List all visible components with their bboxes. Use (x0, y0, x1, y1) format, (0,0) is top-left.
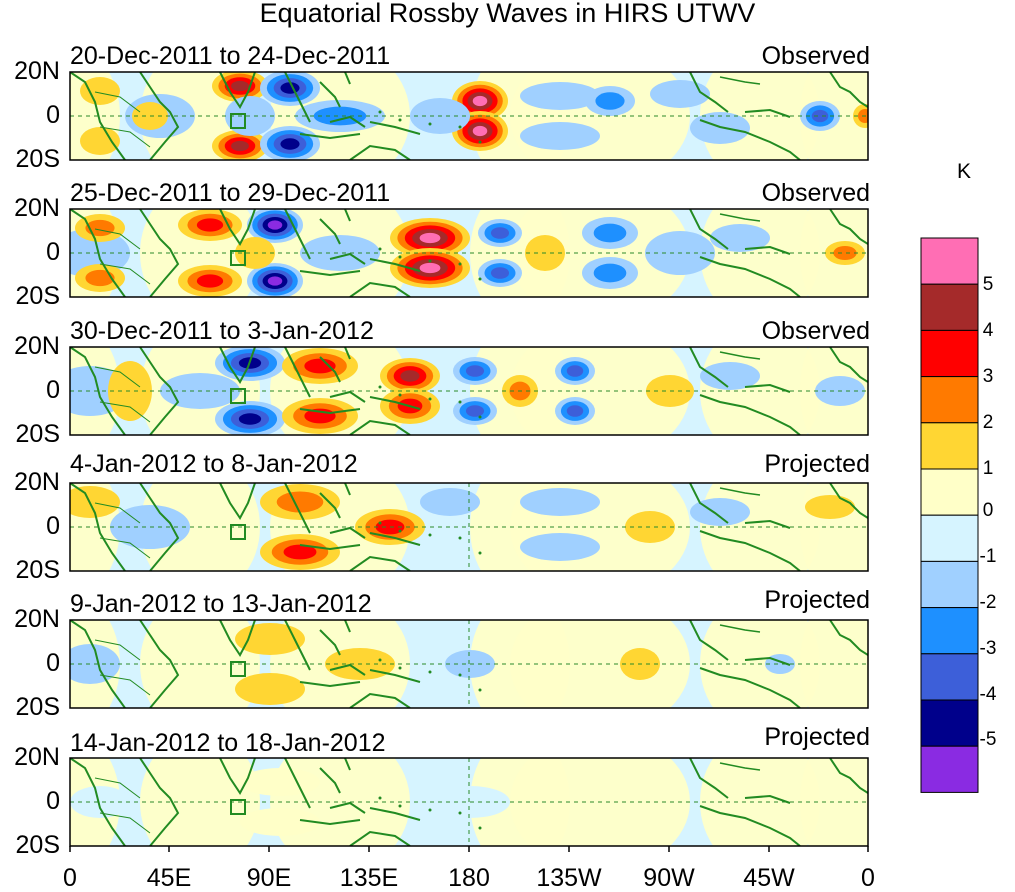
panel-4-ylabel-20s: 20S (15, 556, 60, 584)
colorbar-label-1: 1 (982, 458, 994, 479)
panel-1-date: 20-Dec-2011 to 24-Dec-2011 (70, 42, 391, 70)
xlabel-45w: 45W (743, 864, 795, 892)
panel-5-ylabel-20n: 20N (14, 605, 60, 633)
panel-3-ylabel-0: 0 (46, 376, 60, 404)
colorbar-label-2: 2 (982, 412, 994, 433)
panel-1-ylabel-0: 0 (46, 101, 60, 129)
xlabel-135w: 135W (536, 864, 602, 892)
colorbar-label-m1: -1 (979, 546, 997, 567)
xlabel-0: 0 (63, 864, 77, 892)
panel-1-ylabel-20s: 20S (15, 145, 60, 173)
panel-6-ylabel-0: 0 (46, 787, 60, 815)
panel-4-ylabel-20n: 20N (14, 468, 60, 496)
xlabel-0-end: 0 (861, 864, 875, 892)
figure-title: Equatorial Rossby Waves in HIRS UTWV (259, 0, 756, 28)
colorbar-label-m2: -2 (979, 592, 997, 613)
colorbar-label-3: 3 (982, 366, 994, 387)
panel-6-date: 14-Jan-2012 to 18-Jan-2012 (70, 729, 386, 757)
panel-2-date: 25-Dec-2011 to 29-Dec-2011 (70, 179, 391, 207)
panel-5-ylabel-0: 0 (46, 649, 60, 677)
panel-6-status: Projected (764, 723, 870, 751)
panel-2-ylabel-0: 0 (46, 238, 60, 266)
panel-2-status: Observed (761, 179, 870, 207)
panel-5-status: Projected (764, 586, 870, 614)
colorbar-label-4: 4 (982, 320, 994, 341)
colorbar-label-5: 5 (982, 274, 994, 295)
colorbar-label-m5: -5 (979, 729, 997, 750)
panel-2-ylabel-20s: 20S (15, 282, 60, 310)
xlabel-90w: 90W (643, 864, 695, 892)
xlabel-180: 180 (448, 864, 490, 892)
panel-3-date: 30-Dec-2011 to 3-Jan-2012 (70, 317, 374, 345)
colorbar-label-m3: -3 (979, 638, 997, 659)
panel-5-ylabel-20s: 20S (15, 693, 60, 721)
panel-1-ylabel-20n: 20N (14, 57, 60, 85)
xlabel-90e: 90E (246, 864, 292, 892)
colorbar-label-m4: -4 (979, 684, 997, 705)
panel-6-ylabel-20n: 20N (14, 743, 60, 771)
panel-6-ylabel-20s: 20S (15, 831, 60, 859)
panel-4-status: Projected (764, 450, 870, 478)
panel-2-ylabel-20n: 20N (14, 194, 60, 222)
colorbar-label-0: 0 (982, 500, 994, 521)
colorbar-unit: K (957, 160, 972, 183)
panel-3-ylabel-20s: 20S (15, 420, 60, 448)
xlabel-135e: 135E (339, 864, 399, 892)
panel-4-ylabel-0: 0 (46, 512, 60, 540)
panel-1-status: Observed (761, 42, 870, 70)
panel-4-date: 4-Jan-2012 to 8-Jan-2012 (70, 450, 358, 478)
xlabel-45e: 45E (146, 864, 192, 892)
panel-5-date: 9-Jan-2012 to 13-Jan-2012 (70, 590, 372, 618)
panel-3-status: Observed (761, 317, 870, 345)
panel-3-ylabel-20n: 20N (14, 332, 60, 360)
